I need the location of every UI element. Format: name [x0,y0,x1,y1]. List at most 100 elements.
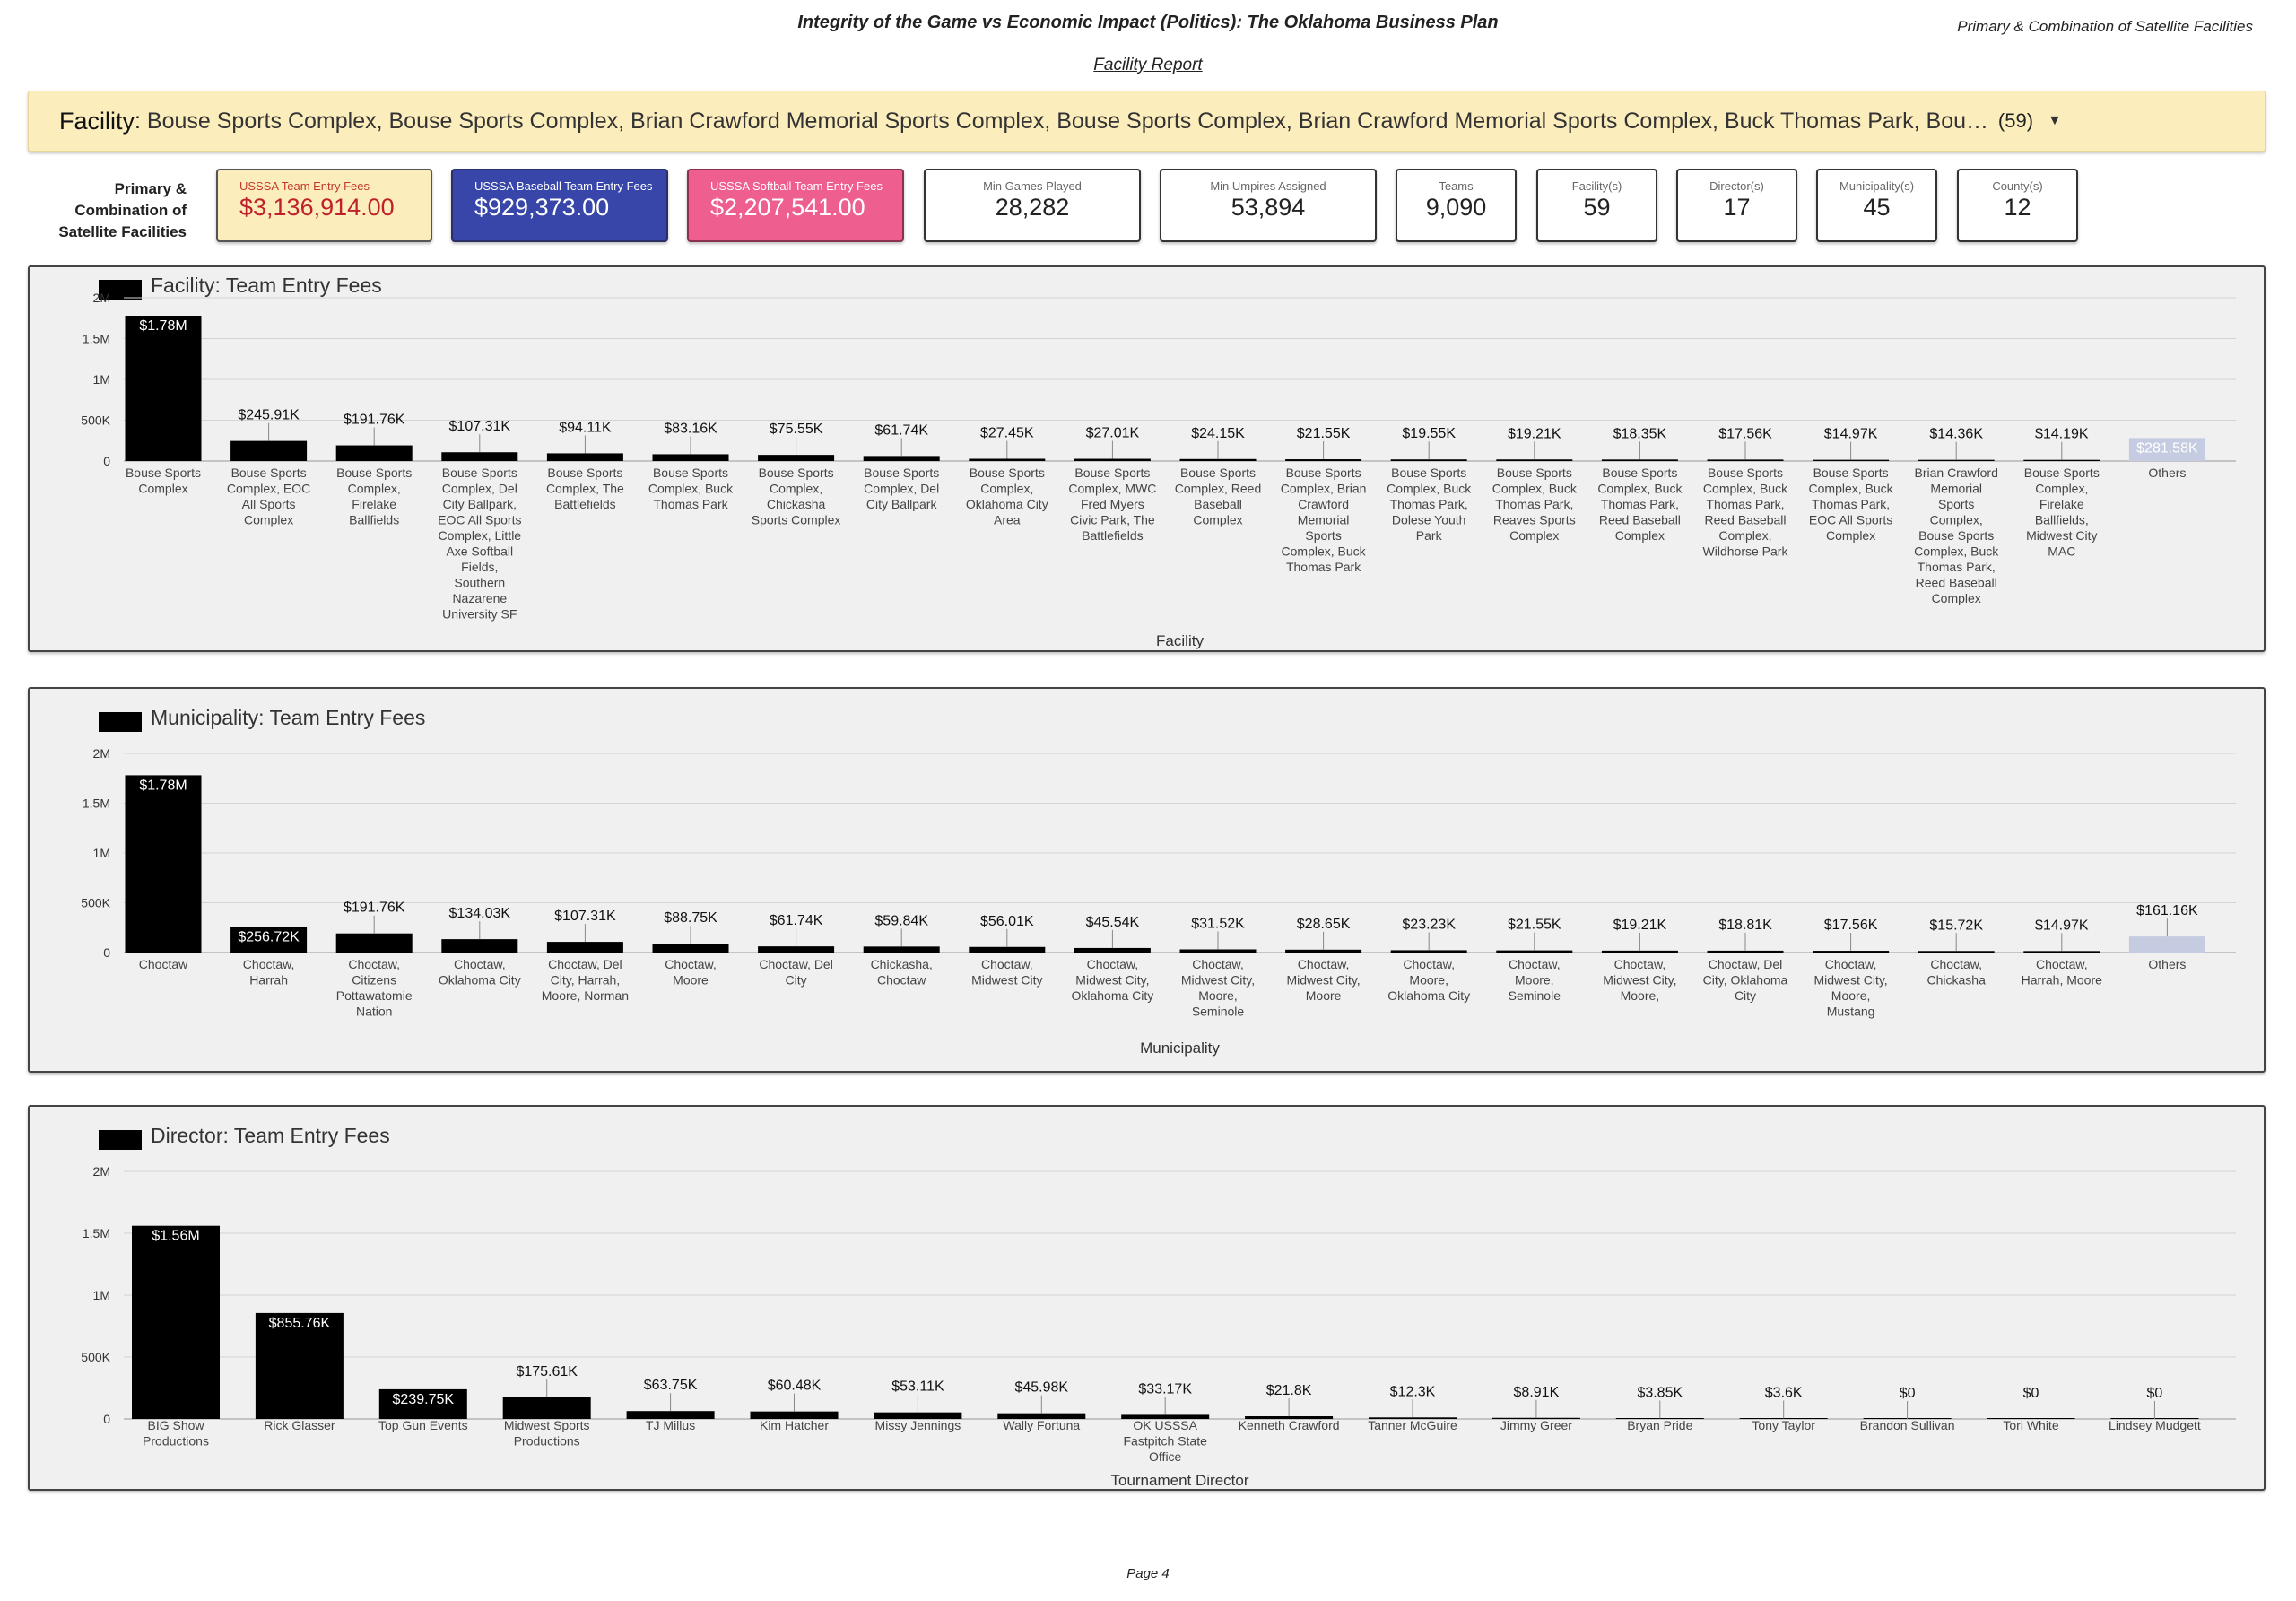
x-tick-label-line: BIG Show [147,1418,204,1432]
x-tick-label-line: Chickasha, [871,957,933,971]
y-tick-label: 500K [81,413,110,428]
x-tick-label-line: Ballfields, [2035,513,2089,527]
bar [969,458,1046,461]
chart-title: Facility: Team Entry Fees [151,274,382,297]
x-tick-label: Tony Taylor [1752,1418,1815,1432]
x-tick-label-line: Complex, [980,482,1033,496]
x-tick-label-line: Moore, [1409,973,1448,988]
x-tick-label-line: Oklahoma City [1387,988,1470,1003]
facility-filter-value: Bouse Sports Complex, Bouse Sports Compl… [146,108,1995,134]
x-tick-label-line: Thomas Park, [1812,497,1890,511]
x-tick-label: Bouse Sports Complex, Buck Thomas Park, Dol… [1387,466,1472,543]
kpi-value: 45 [1863,194,1891,221]
x-tick-label-line: Bouse Sports [653,466,728,480]
x-tick-label-line: Harrah, Moore [2022,973,2102,988]
x-tick-label-line: Firelake [352,497,396,511]
x-tick-label-line: Moore, [1198,988,1238,1003]
x-tick-label: Bouse Sports Complex, MWC Fred Myers Civic … [1068,466,1156,543]
x-tick-label: Tori White [2003,1418,2058,1432]
facility-fees-chart: Facility: Team Entry Fees 0 500K 1M 1.5M 2M $1… [28,265,2266,652]
bar [546,942,623,953]
x-tick-label: OK USSSA Fastpitch State Office [1124,1418,1208,1464]
data-label: $23.23K [1402,917,1456,932]
x-tick-label-line: Bouse Sports [126,466,201,480]
x-tick-label-line: Complex, MWC [1068,482,1156,496]
x-tick-label-line: Midwest City, [1813,973,1887,988]
data-label: $8.91K [1514,1385,1560,1400]
bar [230,927,308,953]
x-tick-label-line: Complex [1615,528,1665,543]
chart-title: Municipality: Team Entry Fees [151,706,425,729]
x-tick-label: BIG Show Productions [143,1418,209,1449]
x-tick-label: Others [2148,957,2186,971]
x-tick-label-line: Choctaw, Del [759,957,832,971]
data-label: $24.15K [1191,426,1245,441]
x-tick-label: Choctaw, Citizens Pottawatomie Nation [336,957,413,1019]
data-label: $107.31K [449,419,511,434]
x-tick-label-line: EOC All Sports [1809,513,1892,527]
kpi-section-label: Primary & Combination of Satellite Facil… [58,180,187,240]
bar [2128,936,2205,953]
data-label: $31.52K [1191,917,1245,932]
x-tick-label: TJ Millus [646,1418,695,1432]
bar [997,1413,1086,1419]
bar [1285,949,1362,953]
data-label: $14.97K [1824,427,1878,442]
x-tick-label: Choctaw, Midwest City, Moore, [1603,957,1676,1003]
kpi-value: 53,894 [1231,194,1306,221]
bar [1390,459,1467,461]
x-tick-label: Bouse Sports Complex, Firelake Ballfields, M… [2024,466,2100,559]
x-tick-label-line: Moore [673,973,709,988]
x-tick-label-line: Brandon Sullivan [1860,1418,1955,1432]
x-tick-label-line: Reed Baseball [1599,513,1681,527]
x-tick-label-line: All Sports [242,497,296,511]
legend-swatch [99,1130,142,1150]
kpi-card-teams: Teams 9,090 [1396,169,1517,242]
kpi-name: Teams [1439,179,1474,193]
x-tick-label-line: Moore, Norman [542,988,629,1003]
x-tick-label-line: Fields, [461,560,498,574]
x-tick-label-line: Bouse Sports [759,466,834,480]
x-tick-label-line: Midwest City, [1075,973,1149,988]
kpi-card-softball-fees: USSSA Softball Team Entry Fees $2,207,54… [687,169,904,242]
bar [863,946,940,953]
x-tick-label-line: City, Harrah, [551,973,621,988]
x-tick-label-line: Complex, Buck [1492,482,1578,496]
bar [874,1412,962,1419]
x-tick-label: Missy Jennings [875,1418,961,1432]
data-label: $855.76K [269,1316,331,1331]
bar [969,946,1046,953]
x-tick-label: Kim Hatcher [760,1418,829,1432]
data-label: $56.01K [980,914,1034,929]
x-tick-label-line: Office [1149,1449,1182,1464]
facility-filter-dropdown[interactable]: Facility: Bouse Sports Complex, Bouse Sp… [28,91,2266,152]
x-tick-label-line: OK USSSA [1133,1418,1197,1432]
bar [2128,438,2205,461]
x-tick-label-line: Bouse Sports [2024,466,2100,480]
kpi-name: Director(s) [1709,179,1764,193]
data-label: $1.56M [152,1229,199,1244]
x-tick-label-line: Seminole [1192,1005,1245,1019]
x-tick-label-line: Chickasha [767,497,826,511]
x-tick-label-line: Complex, [770,482,822,496]
x-tick-label: Bouse Sports Complex, EOC All Sports Comple… [227,466,310,527]
bar [1707,950,1784,953]
x-tick-label-line: Bouse Sports [864,466,939,480]
report-title: Integrity of the Game vs Economic Impact… [797,13,1499,32]
x-tick-label: Kenneth Crawford [1239,1418,1340,1432]
x-tick-label-line: Thomas Park [653,497,728,511]
data-label: $61.74K [874,422,928,438]
x-tick-label: Bouse Sports Complex, Buck Thomas Park, Ree… [1597,466,1683,543]
x-tick-label-line: Complex, Reed [1175,482,1262,496]
x-tick-label-line: Reed Baseball [1916,576,1997,590]
chevron-down-icon[interactable]: ▼ [2048,113,2062,128]
x-tick-label-line: Complex, Del [864,482,939,496]
page-number: Page 4 [1126,1566,1170,1581]
data-label: $175.61K [516,1364,578,1379]
x-tick-label-line: Complex, EOC [227,482,310,496]
x-tick-label-line: Midwest City, [1181,973,1255,988]
kpi-value: 17 [1723,194,1751,221]
x-axis-title: Tournament Director [1110,1472,1248,1489]
facility-filter-colon: : [135,108,147,134]
data-label: $191.76K [344,413,405,428]
